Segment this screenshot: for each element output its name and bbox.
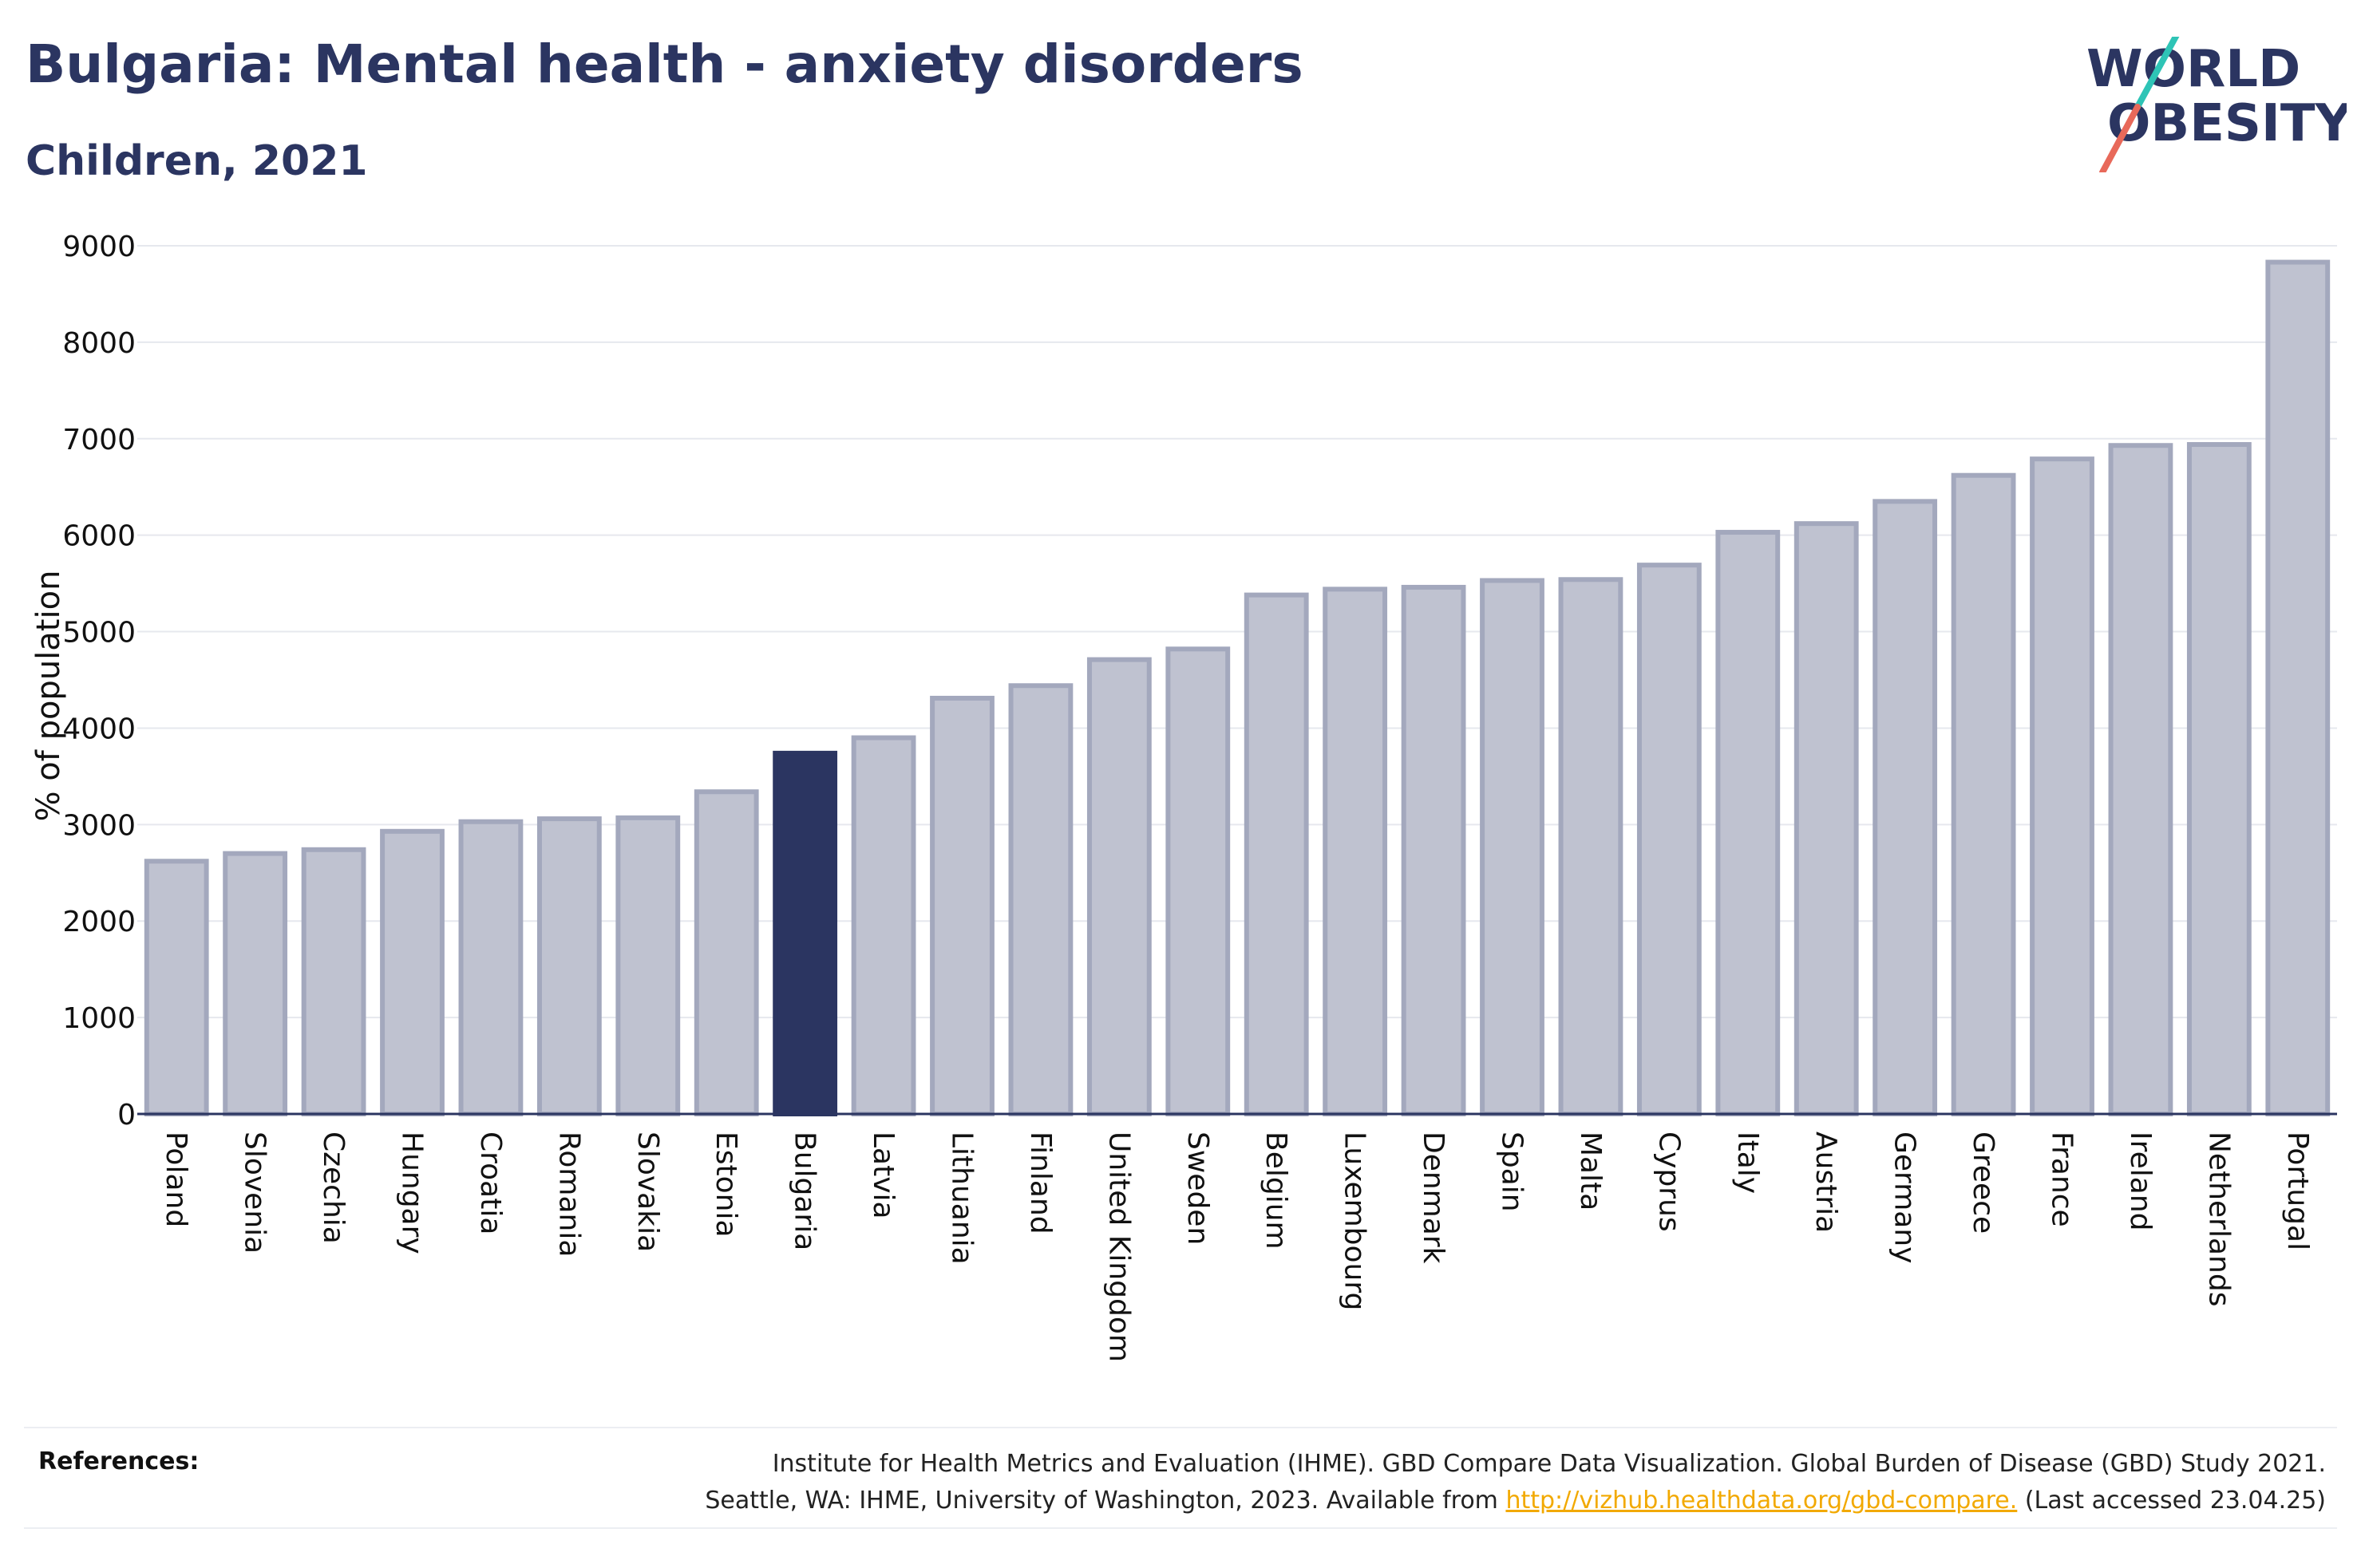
x-tick-label: Malta bbox=[1574, 1132, 1607, 1211]
x-tick-label: Slovakia bbox=[631, 1132, 664, 1252]
y-tick-label: 6000 bbox=[62, 520, 136, 553]
bar-croatia bbox=[458, 819, 524, 1116]
x-tick-label: Ireland bbox=[2124, 1132, 2157, 1231]
x-tick-label: Netherlands bbox=[2202, 1132, 2235, 1306]
bar-hungary bbox=[380, 828, 445, 1116]
logo-slash-teal bbox=[2134, 37, 2180, 110]
bar-slovakia bbox=[615, 815, 681, 1116]
y-tick-label: 8000 bbox=[62, 327, 136, 360]
y-tick-label: 9000 bbox=[62, 231, 136, 263]
world-obesity-logo: WORLD OBESITY bbox=[2086, 37, 2347, 172]
bar-sweden bbox=[1165, 646, 1231, 1116]
logo-word-1: WORLD bbox=[2086, 40, 2300, 99]
x-tick-label: Luxembourg bbox=[1339, 1132, 1371, 1310]
x-tick-label: Estonia bbox=[710, 1132, 742, 1238]
x-tick-label: Belgium bbox=[1260, 1132, 1292, 1250]
logo-slash-coral bbox=[2099, 104, 2141, 172]
y-axis-title: % of population bbox=[30, 571, 67, 822]
bar-malta bbox=[1558, 577, 1623, 1116]
bar-spain bbox=[1480, 578, 1544, 1116]
references-panel: References: Institute for Health Metrics… bbox=[24, 1427, 2337, 1529]
x-tick-label: Romania bbox=[552, 1132, 585, 1257]
x-tick-label: Finland bbox=[1024, 1132, 1057, 1234]
bar-romania bbox=[536, 816, 602, 1116]
x-tick-label: Latvia bbox=[867, 1132, 900, 1219]
y-tick-label: 7000 bbox=[62, 424, 136, 456]
bar-chart: 0 1000 2000 3000 4000 5000 6000 7000 8000 9000 Po… bbox=[30, 231, 2337, 1362]
bar-luxembourg bbox=[1323, 587, 1388, 1116]
bar-poland bbox=[144, 859, 209, 1116]
references-line-1: Institute for Health Metrics and Evaluat… bbox=[772, 1450, 2326, 1478]
x-tick-label: Lithuania bbox=[946, 1132, 979, 1265]
bar-austria bbox=[1793, 521, 1859, 1116]
x-tick-label: Austria bbox=[1809, 1132, 1842, 1233]
references-text: Institute for Health Metrics and Evaluat… bbox=[705, 1446, 2326, 1519]
x-tick-label: Spain bbox=[1496, 1132, 1529, 1212]
bar-latvia bbox=[851, 735, 916, 1116]
y-tick-label: 1000 bbox=[62, 1002, 136, 1035]
bar-france bbox=[2030, 456, 2094, 1116]
references-line-2: Seattle, WA: IHME, University of Washing… bbox=[705, 1483, 2326, 1519]
bar-denmark bbox=[1401, 584, 1466, 1116]
y-tick-label: 5000 bbox=[62, 617, 136, 650]
bar-estonia bbox=[694, 789, 759, 1117]
bar-cyprus bbox=[1636, 563, 1702, 1116]
x-tick-label: Sweden bbox=[1181, 1132, 1214, 1245]
x-tick-label: Bulgaria bbox=[789, 1132, 821, 1250]
references-label: References: bbox=[38, 1448, 200, 1475]
x-tick-label: France bbox=[2046, 1132, 2078, 1227]
x-axis-ticks: Poland Slovenia Czechia Hungary Croatia Roman… bbox=[160, 1132, 2314, 1362]
x-tick-label: Greece bbox=[1967, 1132, 1999, 1234]
bar-lithuania bbox=[930, 695, 995, 1116]
y-axis-ticks: 0 1000 2000 3000 4000 5000 6000 7000 8000 9000 bbox=[62, 231, 136, 1132]
bar-germany bbox=[1873, 499, 1938, 1116]
bar-united-kingdom bbox=[1086, 657, 1152, 1116]
bars bbox=[144, 259, 2331, 1117]
bar-slovenia bbox=[223, 851, 288, 1116]
y-tick-label: 2000 bbox=[62, 906, 136, 938]
logo-word-2: OBESITY bbox=[2107, 94, 2347, 153]
bar-portugal bbox=[2265, 259, 2331, 1116]
x-tick-label: United Kingdom bbox=[1102, 1132, 1135, 1362]
references-line-2-prefix: Seattle, WA: IHME, University of Washing… bbox=[705, 1487, 1506, 1515]
x-tick-label: Italy bbox=[1731, 1132, 1764, 1194]
x-tick-label: Croatia bbox=[474, 1132, 507, 1234]
x-tick-label: Denmark bbox=[1417, 1132, 1449, 1264]
y-tick-label: 0 bbox=[117, 1099, 136, 1132]
bar-italy bbox=[1715, 530, 1781, 1116]
x-tick-label: Poland bbox=[160, 1132, 192, 1227]
bar-bulgaria bbox=[773, 750, 838, 1116]
references-link[interactable]: http://vizhub.healthdata.org/gbd-compare… bbox=[1505, 1487, 2018, 1515]
bar-belgium bbox=[1244, 592, 1309, 1116]
chart-title: Bulgaria: Mental health - anxiety disord… bbox=[26, 34, 1303, 95]
bar-finland bbox=[1008, 683, 1074, 1116]
x-tick-label: Germany bbox=[1888, 1132, 1921, 1263]
bar-ireland bbox=[2108, 443, 2173, 1116]
references-line-2-suffix: (Last accessed 23.04.25) bbox=[2017, 1487, 2326, 1515]
x-tick-label: Hungary bbox=[396, 1132, 429, 1254]
bar-czechia bbox=[301, 847, 366, 1116]
bar-netherlands bbox=[2186, 442, 2252, 1116]
chart-subtitle: Children, 2021 bbox=[26, 137, 368, 185]
x-tick-label: Portugal bbox=[2281, 1132, 2314, 1250]
bar-greece bbox=[1951, 472, 2016, 1116]
y-tick-label: 4000 bbox=[62, 713, 136, 745]
x-tick-label: Slovenia bbox=[239, 1132, 271, 1254]
x-tick-label: Cyprus bbox=[1652, 1132, 1685, 1232]
x-tick-label: Czechia bbox=[317, 1132, 350, 1244]
y-tick-label: 3000 bbox=[62, 809, 136, 842]
